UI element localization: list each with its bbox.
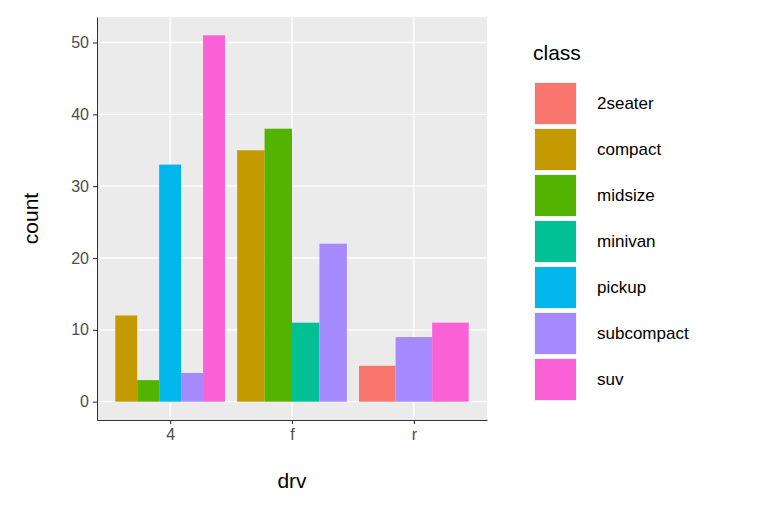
legend-label: midsize: [597, 186, 655, 205]
bar: [159, 165, 181, 402]
tick: 0: [80, 393, 97, 410]
legend-item: compact: [534, 128, 662, 171]
grid: [97, 17, 487, 420]
tick-label: 4: [166, 426, 175, 443]
tick-mark: [93, 330, 97, 331]
chart: 0 10 20 30 40 50 4 f r drv count class 2seater compac…: [0, 0, 768, 512]
tick-label: 0: [80, 393, 89, 410]
tick-mark: [93, 258, 97, 259]
legend-key: [535, 129, 576, 170]
legend-key-bg: [534, 358, 577, 401]
axis-line: [97, 18, 98, 421]
plot-background: [97, 17, 487, 420]
tick-mark: [93, 114, 97, 115]
bar: [319, 244, 346, 402]
legend: class 2seater compact midsize minivan pickup s…: [533, 41, 689, 401]
legend-key: [535, 221, 576, 262]
legend-key-bg: [534, 82, 577, 125]
tick: 4: [166, 420, 175, 443]
y-axis-title: count: [19, 193, 42, 245]
legend-item: 2seater: [534, 82, 654, 125]
x-axis: 4 f r: [98, 420, 488, 443]
legend-item: suv: [534, 358, 624, 401]
x-axis-title: drv: [277, 469, 307, 492]
tick: f: [290, 420, 295, 443]
tick-label: 50: [71, 34, 89, 51]
bar: [396, 337, 433, 402]
tick-label: 10: [71, 321, 89, 338]
legend-label: pickup: [597, 278, 646, 297]
tick: 10: [71, 321, 97, 338]
legend-label: 2seater: [597, 94, 654, 113]
tick-label: 20: [71, 250, 89, 267]
legend-key: [535, 313, 576, 354]
legend-key: [535, 359, 576, 400]
tick: r: [412, 420, 418, 443]
legend-key-bg: [534, 174, 577, 217]
tick-label: 40: [71, 106, 89, 123]
legend-key: [535, 83, 576, 124]
legend-key: [535, 267, 576, 308]
bar: [359, 366, 396, 402]
legend-item: minivan: [534, 220, 656, 263]
bar: [181, 373, 203, 402]
tick-label: 30: [71, 178, 89, 195]
legend-key: [535, 175, 576, 216]
bar: [137, 380, 159, 402]
bar: [265, 129, 292, 402]
legend-label: compact: [597, 140, 662, 159]
bar: [432, 323, 469, 402]
bars: [115, 35, 468, 401]
tick-mark: [170, 420, 171, 424]
legend-key-bg: [534, 266, 577, 309]
legend-key-bg: [534, 220, 577, 263]
bar: [237, 150, 264, 401]
legend-item: subcompact: [534, 312, 689, 355]
legend-label: minivan: [597, 232, 656, 251]
tick: 30: [71, 178, 97, 195]
legend-key-bg: [534, 128, 577, 171]
tick-mark: [414, 420, 415, 424]
tick-label: f: [290, 426, 295, 443]
tick: 40: [71, 106, 97, 123]
bar: [203, 35, 225, 401]
legend-item: midsize: [534, 174, 655, 217]
tick-mark: [93, 186, 97, 187]
y-axis: 0 10 20 30 40 50: [71, 18, 97, 421]
tick-mark: [93, 42, 97, 43]
legend-item: pickup: [534, 266, 646, 309]
tick: 20: [71, 250, 97, 267]
tick-mark: [93, 402, 97, 403]
bar: [115, 315, 137, 401]
bar: [292, 323, 319, 402]
tick-label: r: [412, 426, 418, 443]
legend-label: suv: [597, 370, 624, 389]
tick-mark: [292, 420, 293, 424]
legend-title: class: [533, 41, 581, 64]
legend-label: subcompact: [597, 324, 689, 343]
legend-key-bg: [534, 312, 577, 355]
tick: 50: [71, 34, 97, 51]
